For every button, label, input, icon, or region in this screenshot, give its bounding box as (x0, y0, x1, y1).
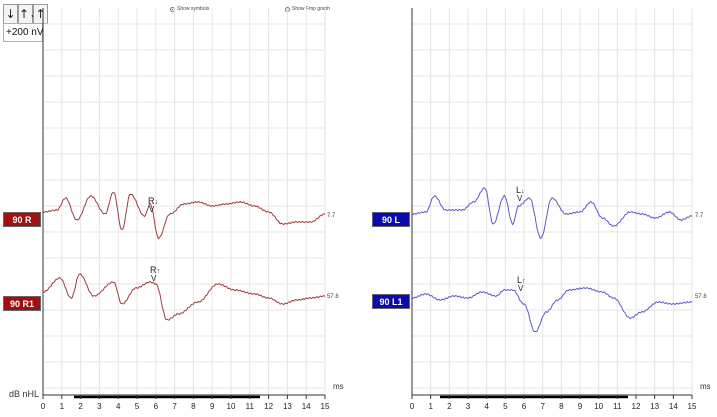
trace-label-90-r1[interactable]: 90 R1 (3, 296, 41, 311)
left-panel-grid (412, 8, 693, 395)
x-tick-label: 12 (264, 402, 273, 411)
svg-text:V: V (517, 194, 523, 203)
marker-right-1[interactable]: R↓ V (148, 196, 158, 214)
x-tick-label: 8 (191, 402, 196, 411)
x-tick-label: 14 (669, 402, 678, 411)
x-tick-label: 5 (135, 402, 140, 411)
x-tick-label: 15 (321, 402, 330, 411)
x-tick-label: 3 (97, 402, 102, 411)
x-tick-label: 6 (154, 402, 159, 411)
x-tick-label: 3 (466, 402, 471, 411)
trace-90-r (42, 192, 326, 240)
show-fmp-graph-label: Show Fmp graph (292, 6, 331, 12)
trace-label-90-l[interactable]: 90 L (372, 212, 410, 227)
trace-value: 7.7 (327, 213, 336, 219)
x-tick-label: 15 (688, 402, 697, 411)
x-unit-label: ms (700, 382, 711, 391)
x-tick-label: 11 (246, 402, 255, 411)
x-unit-label: ms (333, 382, 344, 391)
trace-label-90-r[interactable]: 90 R (3, 212, 41, 227)
x-tick-label: 7 (172, 402, 177, 411)
left-x-ticks: 0 1 2 3 4 5 6 7 8 9 10 11 12 13 14 15 (410, 395, 697, 411)
trace-90-r1 (42, 273, 326, 321)
x-tick-label: 5 (503, 402, 508, 411)
marker-right-2[interactable]: R↑ V (150, 265, 160, 283)
x-tick-label: 1 (60, 402, 65, 411)
right-panel-grid (43, 8, 326, 395)
x-tick-label: 0 (410, 402, 415, 411)
x-tick-label: 2 (78, 402, 83, 411)
x-tick-label: 13 (283, 402, 292, 411)
trace-label-90-l1[interactable]: 90 L1 (372, 294, 410, 309)
x-tick-label: 7 (540, 402, 545, 411)
trace-90-l (411, 187, 693, 240)
svg-text:L↓: L↓ (516, 185, 525, 195)
trace-90-l1 (411, 286, 693, 333)
x-tick-label: 0 (41, 402, 46, 411)
trace-value: 57.8 (327, 294, 339, 300)
svg-text:L↑: L↑ (517, 275, 526, 285)
x-tick-label: 6 (522, 402, 527, 411)
svg-text:V: V (149, 205, 155, 214)
svg-text:V: V (518, 284, 524, 293)
x-tick-label: 12 (632, 402, 641, 411)
x-tick-label: 10 (594, 402, 603, 411)
marker-left-2[interactable]: L↑ V (517, 275, 526, 293)
svg-text:V: V (151, 274, 157, 283)
x-tick-label: 10 (227, 402, 236, 411)
x-tick-label: 9 (210, 402, 215, 411)
x-tick-label: 13 (650, 402, 659, 411)
x-tick-label: 2 (447, 402, 452, 411)
right-x-ticks: 0 1 2 3 4 5 6 7 8 9 10 11 12 13 14 15 (41, 395, 330, 411)
x-tick-label: 9 (578, 402, 583, 411)
x-tick-label: 4 (116, 402, 121, 411)
svg-text:R↑: R↑ (150, 265, 160, 275)
trace-value: 7.7 (695, 213, 704, 219)
trace-value: 57.8 (695, 294, 707, 300)
scale-up-button[interactable]: ↑ (33, 4, 48, 24)
x-tick-label: 4 (484, 402, 489, 411)
x-tick-label: 14 (302, 402, 311, 411)
svg-text:R↓: R↓ (148, 196, 158, 206)
x-tick-label: 1 (428, 402, 433, 411)
x-tick-label: 8 (559, 402, 564, 411)
x-tick-label: 11 (613, 402, 622, 411)
marker-left-1[interactable]: L↓ V (516, 185, 525, 203)
y-unit-label: dB nHL (9, 389, 40, 399)
